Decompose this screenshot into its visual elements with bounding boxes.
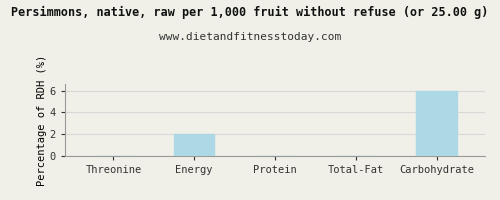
Text: www.dietandfitnesstoday.com: www.dietandfitnesstoday.com	[159, 32, 341, 42]
Text: Persimmons, native, raw per 1,000 fruit without refuse (or 25.00 g): Persimmons, native, raw per 1,000 fruit …	[12, 6, 488, 19]
Y-axis label: Percentage of RDH (%): Percentage of RDH (%)	[37, 54, 47, 186]
Bar	[416, 91, 457, 156]
Bar	[174, 134, 214, 156]
